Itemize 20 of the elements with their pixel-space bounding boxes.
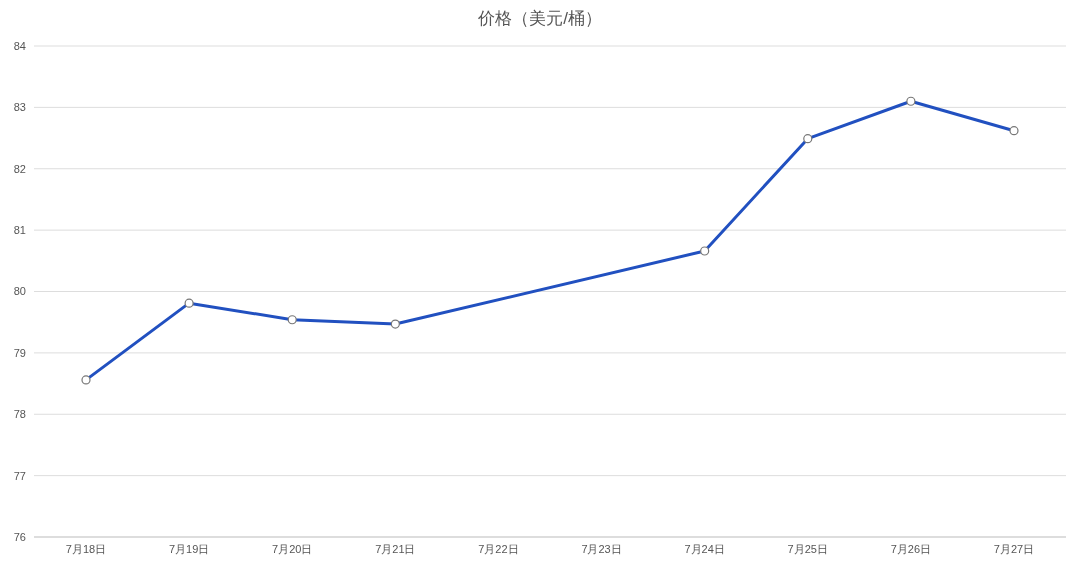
- x-tick-label: 7月27日: [993, 542, 1035, 555]
- x-tick-label: 7月25日: [787, 542, 828, 555]
- chart-title: 价格（美元/桶）: [477, 8, 603, 30]
- y-tick-label: 76: [13, 530, 26, 543]
- y-tick-label: 81: [13, 224, 26, 237]
- y-tick-label: 83: [13, 101, 26, 114]
- x-tick-label: 7月22日: [478, 542, 519, 555]
- y-tick-label: 82: [13, 162, 26, 175]
- x-tick-label: 7月21日: [375, 542, 416, 555]
- x-tick-label: 7月26日: [890, 542, 932, 555]
- y-tick-label: 77: [13, 469, 26, 482]
- x-tick-label: 7月18日: [65, 542, 107, 555]
- x-tick-label: 7月23日: [581, 542, 622, 555]
- x-tick-label: 7月19日: [168, 542, 210, 555]
- y-tick-label: 84: [13, 39, 26, 52]
- y-tick-label: 79: [13, 346, 26, 359]
- x-tick-label: 7月20日: [272, 542, 313, 555]
- y-tick-label: 80: [13, 285, 26, 298]
- y-tick-label: 78: [13, 408, 26, 421]
- x-tick-label: 7月24日: [684, 542, 725, 555]
